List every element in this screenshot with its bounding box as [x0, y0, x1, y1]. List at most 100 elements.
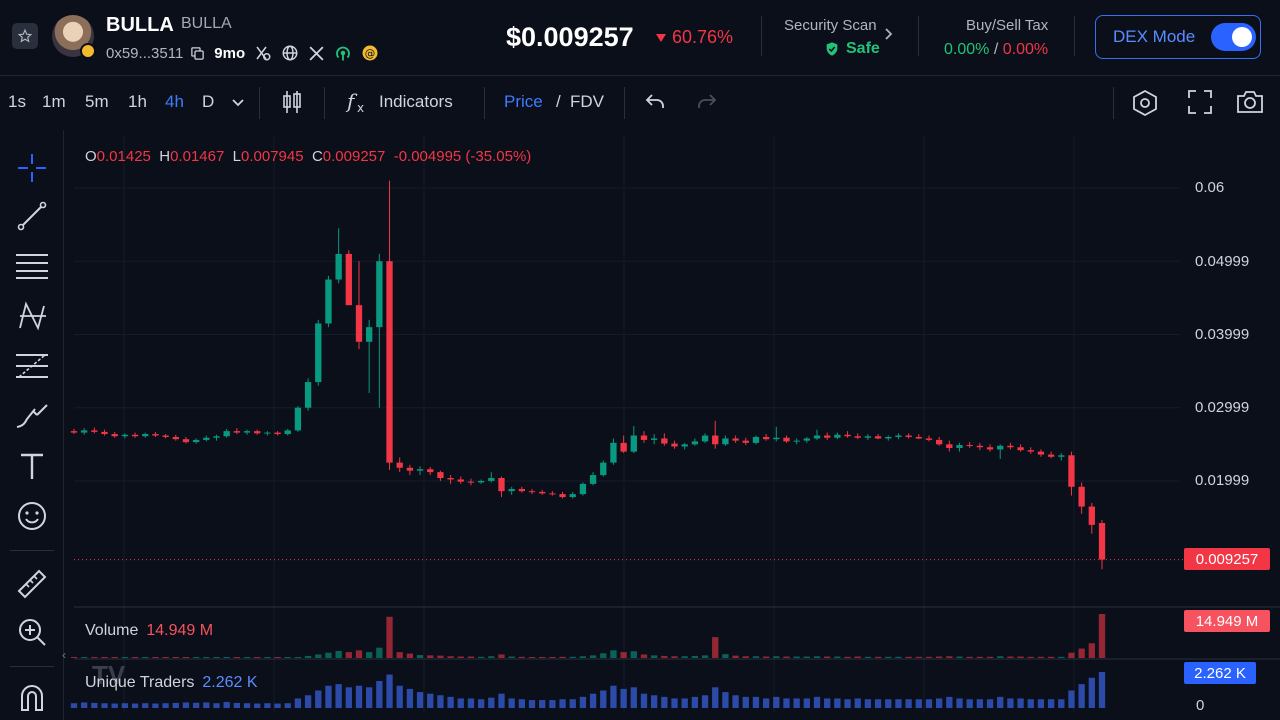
interval-d[interactable]: D [202, 92, 215, 111]
traders-bar [152, 703, 159, 708]
traders-bar [905, 699, 912, 708]
copy-icon[interactable] [190, 46, 205, 61]
candle-body [172, 436, 179, 440]
traders-bar [172, 702, 179, 708]
volume-bar [620, 652, 627, 658]
traders-bar [233, 702, 241, 708]
volume-bar [864, 656, 872, 658]
zoom-in-icon[interactable] [14, 614, 50, 650]
volume-bar [976, 656, 984, 658]
volume-bar [1027, 656, 1034, 658]
volume-bar [366, 652, 373, 658]
shield-check-icon [824, 41, 840, 57]
traders-bar [294, 698, 302, 708]
candle-body [304, 382, 312, 408]
traders-bar [355, 685, 363, 708]
settings-hexagon-icon[interactable] [1131, 89, 1159, 122]
collapse-arrow-icon[interactable]: ‹ [62, 648, 66, 662]
traders-bar [651, 695, 658, 708]
volume-bar [1078, 648, 1085, 658]
globe-icon[interactable] [281, 44, 299, 62]
volume-bar [1047, 656, 1055, 658]
volume-bar [254, 657, 261, 658]
favorite-star-button[interactable] [12, 23, 38, 49]
x-twitter-icon[interactable] [308, 45, 325, 62]
chevron-down-icon[interactable] [231, 95, 245, 113]
emoji-icon[interactable] [14, 498, 50, 534]
traders-bar [111, 703, 118, 708]
price-mode-button[interactable]: Price [504, 92, 543, 111]
traders-bar [956, 698, 963, 708]
candle-body [396, 462, 403, 468]
candle-body [752, 436, 760, 443]
candle-body [844, 434, 851, 437]
search-x-icon[interactable] [254, 44, 272, 62]
traders-bar [254, 703, 261, 708]
interval-1s[interactable]: 1s [8, 92, 26, 111]
volume-bar [213, 657, 220, 658]
traders-bar [712, 687, 719, 708]
unique-traders-label: Unique Traders [85, 674, 195, 691]
fullscreen-icon[interactable] [1187, 89, 1213, 120]
traders-bar [813, 696, 821, 708]
traders-bar [1027, 699, 1034, 708]
chevron-right-icon[interactable] [884, 27, 894, 46]
svg-text:x: x [357, 101, 364, 115]
fib-retracement-icon[interactable] [14, 348, 50, 384]
ruler-icon[interactable] [14, 566, 50, 602]
fdv-mode-button[interactable]: FDV [570, 92, 604, 111]
volume-bar [712, 637, 719, 658]
security-status[interactable]: Safe [824, 40, 880, 58]
volume-bar [783, 656, 790, 658]
candle-body [712, 435, 719, 445]
candlestick-type-icon[interactable] [280, 89, 304, 120]
brush-icon[interactable] [14, 398, 50, 434]
volume-bar [508, 656, 515, 658]
trend-line-icon[interactable] [14, 198, 50, 234]
camera-icon[interactable] [1235, 89, 1265, 120]
indicators-button[interactable]: Indicators [379, 92, 453, 111]
volume-bar [752, 656, 760, 658]
candle-body [681, 444, 688, 447]
token-symbol: BULLA [181, 15, 232, 32]
ohlc-change: -0.004995 (-35.05%) [393, 148, 532, 165]
horizontal-lines-icon[interactable] [14, 248, 50, 284]
at-sign-icon[interactable]: @ [361, 44, 379, 62]
redo-icon[interactable] [696, 92, 718, 117]
volume-bar [437, 655, 444, 658]
volume-bar [192, 657, 200, 658]
volume-bar [274, 657, 281, 658]
traders-bar [691, 696, 699, 708]
low-value: 0.007945 [241, 148, 304, 165]
candle-body [640, 435, 648, 440]
undo-icon[interactable] [644, 92, 666, 117]
toggle-switch[interactable] [1211, 23, 1257, 51]
price-chart[interactable] [66, 130, 1280, 720]
triangle-down-icon [656, 33, 666, 42]
interval-4h[interactable]: 4h [165, 92, 184, 111]
interval-5m[interactable]: 5m [85, 92, 109, 111]
high-value: 0.01467 [170, 148, 225, 165]
volume-bar [111, 657, 118, 658]
traders-bar [946, 696, 953, 708]
dex-mode-toggle[interactable]: DEX Mode [1095, 15, 1261, 59]
current-price: $0.009257 [506, 22, 634, 52]
security-scan-label[interactable]: Security Scan [784, 17, 877, 34]
candle-body [345, 253, 352, 306]
pattern-tool-icon[interactable] [14, 298, 50, 334]
magnet-icon[interactable] [14, 680, 50, 716]
traders-bar [935, 698, 943, 708]
volume-bar [91, 657, 98, 658]
crosshair-icon[interactable] [14, 150, 50, 186]
interval-1h[interactable]: 1h [128, 92, 147, 111]
candle-body [966, 445, 973, 447]
candle-body [91, 430, 98, 432]
header-divider [761, 16, 762, 56]
text-tool-icon[interactable] [14, 448, 50, 484]
interval-1m[interactable]: 1m [42, 92, 66, 111]
traders-bar [701, 695, 709, 708]
signal-green-icon[interactable] [334, 44, 352, 62]
volume-bar [824, 656, 831, 658]
volume-bar [335, 650, 342, 658]
